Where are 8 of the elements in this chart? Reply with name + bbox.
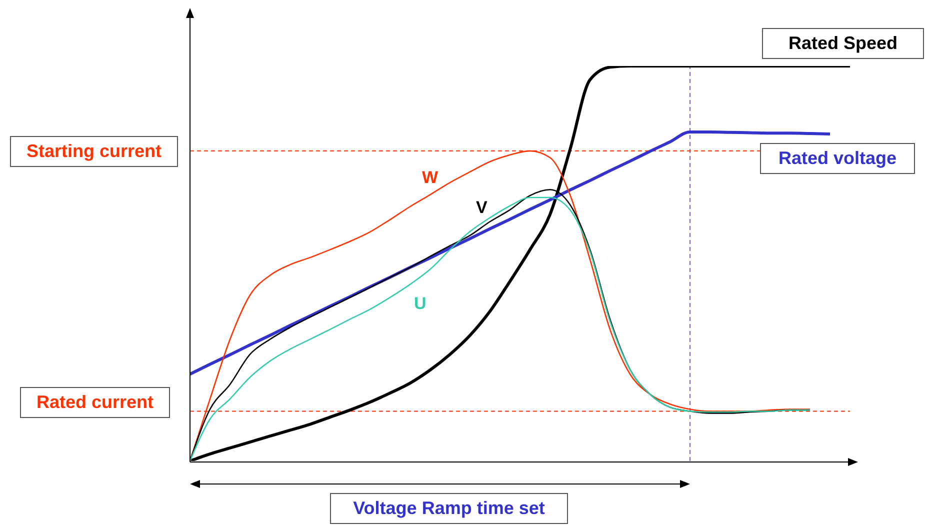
series-label: Rated Speed (762, 28, 924, 59)
ref-line-label: Starting current (10, 136, 178, 167)
series-label: W (422, 168, 438, 188)
series-label: U (414, 294, 426, 314)
series-label: Rated voltage (760, 143, 915, 174)
ref-line-label: Rated current (20, 387, 170, 418)
text: Voltage Ramp time set (330, 493, 568, 524)
series-label: V (476, 198, 488, 218)
